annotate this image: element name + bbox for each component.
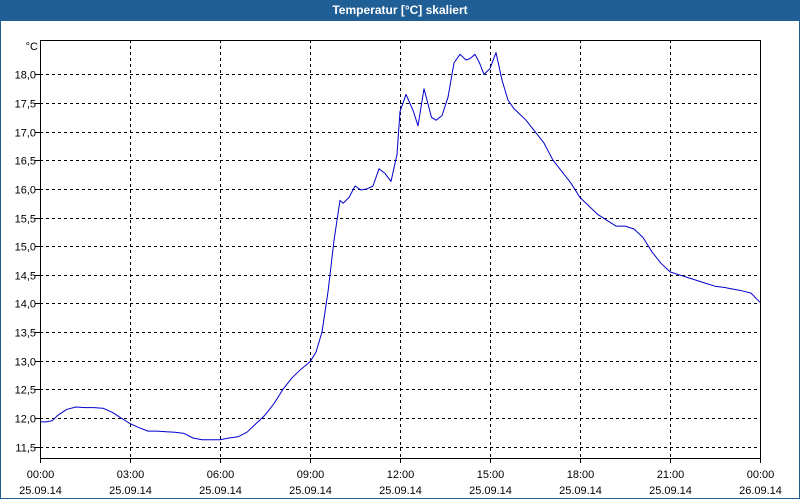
x-tick-date-label: 25.09.14 [469, 485, 512, 497]
x-tick-time-label: 00:00 [747, 469, 775, 481]
y-tick-label: 17,0 [15, 128, 36, 140]
x-tick-date-label: 25.09.14 [109, 485, 152, 497]
x-tick-time-label: 03:00 [117, 469, 145, 481]
x-tick-date-label: 25.09.14 [289, 485, 332, 497]
y-tick-label: 15,5 [15, 214, 36, 226]
plot-frame [40, 40, 761, 459]
y-tick-label: 13,5 [15, 328, 36, 340]
y-tick-label: 18,0 [15, 70, 36, 82]
y-tick-label: 17,5 [15, 99, 36, 111]
chart-title-bar: Temperatur [°C] skaliert [0, 0, 800, 21]
y-tick-label: 11,5 [15, 443, 36, 455]
x-tick-time-label: 00:00 [27, 469, 55, 481]
x-tick-date-label: 25.09.14 [379, 485, 422, 497]
chart-title: Temperatur [°C] skaliert [332, 3, 468, 17]
tick-labels: 11,5 12,0 12,5 13,0 13,5 14,0 14,5 15,0 15,5 16,0… [15, 41, 782, 497]
y-tick-label: 16,5 [15, 156, 36, 168]
temperature-series-line [40, 52, 761, 441]
x-tick-time-label: 09:00 [297, 469, 325, 481]
grid [40, 40, 760, 458]
x-tick-date-label: 25.09.14 [199, 485, 242, 497]
y-tick-label: 13,0 [15, 357, 36, 369]
x-tick-time-label: 12:00 [387, 469, 415, 481]
y-unit-label: °C [26, 41, 38, 53]
x-tick-date-label: 25.09.14 [649, 485, 692, 497]
x-tick-date-label: 25.09.14 [19, 485, 62, 497]
x-tick-time-label: 15:00 [477, 469, 505, 481]
x-tick-time-label: 06:00 [207, 469, 235, 481]
series-layer [40, 52, 761, 441]
y-tick-label: 14,0 [15, 299, 36, 311]
x-tick-time-label: 21:00 [657, 469, 685, 481]
x-tick-time-label: 18:00 [567, 469, 595, 481]
y-tick-label: 12,5 [15, 385, 36, 397]
y-tick-label: 12,0 [15, 414, 36, 426]
y-tick-label: 16,0 [15, 185, 36, 197]
y-tick-label: 14,5 [15, 271, 36, 283]
x-tick-date-label: 25.09.14 [559, 485, 602, 497]
axes [35, 40, 761, 463]
x-tick-date-label: 26.09.14 [739, 485, 782, 497]
y-tick-label: 15,0 [15, 242, 36, 254]
